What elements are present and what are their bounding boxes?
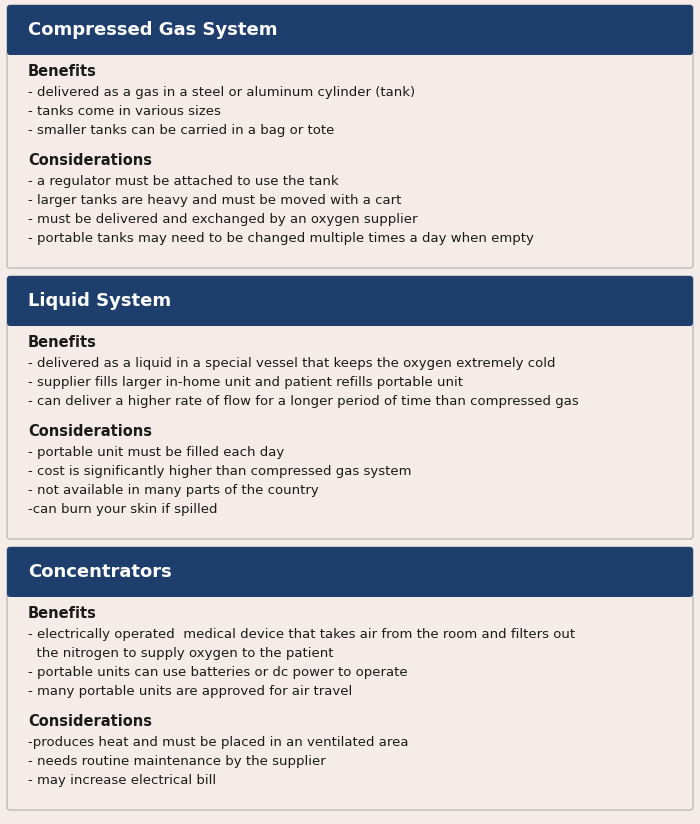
FancyBboxPatch shape bbox=[7, 5, 693, 55]
Text: -can burn your skin if spilled: -can burn your skin if spilled bbox=[28, 503, 218, 516]
Text: Concentrators: Concentrators bbox=[28, 563, 172, 581]
Text: - must be delivered and exchanged by an oxygen supplier: - must be delivered and exchanged by an … bbox=[28, 213, 417, 226]
Text: - delivered as a liquid in a special vessel that keeps the oxygen extremely cold: - delivered as a liquid in a special ves… bbox=[28, 357, 556, 370]
Text: - portable unit must be filled each day: - portable unit must be filled each day bbox=[28, 446, 284, 459]
Text: - supplier fills larger in-home unit and patient refills portable unit: - supplier fills larger in-home unit and… bbox=[28, 376, 463, 389]
Text: - cost is significantly higher than compressed gas system: - cost is significantly higher than comp… bbox=[28, 465, 412, 478]
Text: - smaller tanks can be carried in a bag or tote: - smaller tanks can be carried in a bag … bbox=[28, 124, 335, 137]
Text: Considerations: Considerations bbox=[28, 424, 152, 439]
Bar bbox=[13, 42, 687, 54]
Text: - many portable units are approved for air travel: - many portable units are approved for a… bbox=[28, 685, 352, 698]
Text: - not available in many parts of the country: - not available in many parts of the cou… bbox=[28, 484, 318, 497]
FancyBboxPatch shape bbox=[7, 276, 693, 539]
Text: - may increase electrical bill: - may increase electrical bill bbox=[28, 774, 216, 787]
FancyBboxPatch shape bbox=[7, 547, 693, 810]
Text: Benefits: Benefits bbox=[28, 64, 97, 79]
Text: - portable units can use batteries or dc power to operate: - portable units can use batteries or dc… bbox=[28, 666, 407, 679]
Text: - needs routine maintenance by the supplier: - needs routine maintenance by the suppl… bbox=[28, 755, 326, 768]
FancyBboxPatch shape bbox=[7, 547, 693, 597]
Text: Liquid System: Liquid System bbox=[28, 292, 171, 310]
Text: the nitrogen to supply oxygen to the patient: the nitrogen to supply oxygen to the pat… bbox=[28, 647, 333, 660]
Text: Considerations: Considerations bbox=[28, 714, 152, 729]
Bar bbox=[13, 584, 687, 596]
Text: Compressed Gas System: Compressed Gas System bbox=[28, 21, 277, 39]
FancyBboxPatch shape bbox=[7, 5, 693, 268]
Bar bbox=[13, 313, 687, 325]
Text: - tanks come in various sizes: - tanks come in various sizes bbox=[28, 105, 221, 118]
FancyBboxPatch shape bbox=[7, 276, 693, 326]
Text: - can deliver a higher rate of flow for a longer period of time than compressed : - can deliver a higher rate of flow for … bbox=[28, 395, 579, 408]
Text: Benefits: Benefits bbox=[28, 606, 97, 621]
Text: - delivered as a gas in a steel or aluminum cylinder (tank): - delivered as a gas in a steel or alumi… bbox=[28, 86, 415, 99]
Text: -produces heat and must be placed in an ventilated area: -produces heat and must be placed in an … bbox=[28, 736, 409, 749]
Text: - portable tanks may need to be changed multiple times a day when empty: - portable tanks may need to be changed … bbox=[28, 232, 534, 245]
Text: Benefits: Benefits bbox=[28, 335, 97, 350]
Text: - larger tanks are heavy and must be moved with a cart: - larger tanks are heavy and must be mov… bbox=[28, 194, 401, 207]
Text: Considerations: Considerations bbox=[28, 153, 152, 168]
Text: - a regulator must be attached to use the tank: - a regulator must be attached to use th… bbox=[28, 175, 339, 188]
Text: - electrically operated  medical device that takes air from the room and filters: - electrically operated medical device t… bbox=[28, 628, 575, 641]
